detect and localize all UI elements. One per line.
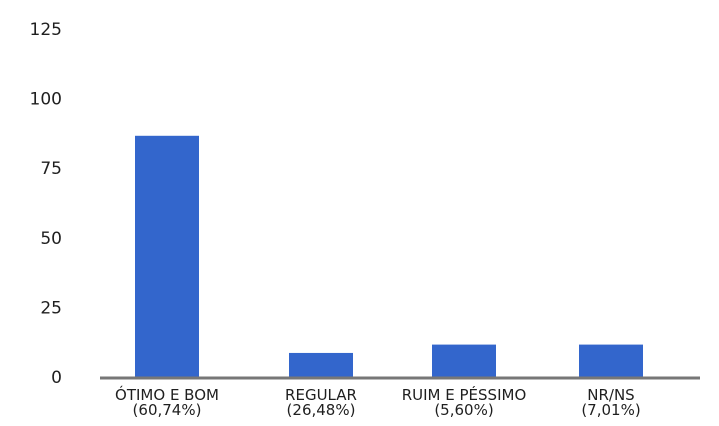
bar [289,352,353,378]
bar [135,135,199,378]
x-category-label: (5,60%) [434,401,493,419]
x-category-label: (60,74%) [133,401,202,419]
y-axis-ticks: 0 25 50 75 100 125 [30,20,62,388]
bar [432,344,496,378]
y-tick-label: 100 [30,90,62,110]
x-category-label: REGULAR [285,386,357,404]
x-category-label: RUIM E PÉSSIMO [402,385,527,404]
y-tick-label: 25 [40,298,62,318]
y-tick-label: 125 [30,20,62,40]
bars [135,135,643,378]
y-tick-label: 50 [40,229,62,249]
x-category-label: ÓTIMO E BOM [115,385,219,404]
x-category-label: (7,01%) [581,401,640,419]
bar [579,344,643,378]
x-category-label: (26,48%) [287,401,356,419]
x-category-label: NR/NS [587,386,634,404]
x-axis-labels: ÓTIMO E BOM(60,74%) REGULAR(26,48%) RUIM E… [115,385,641,419]
y-tick-label: 75 [40,159,62,179]
y-tick-label: 0 [51,368,62,388]
